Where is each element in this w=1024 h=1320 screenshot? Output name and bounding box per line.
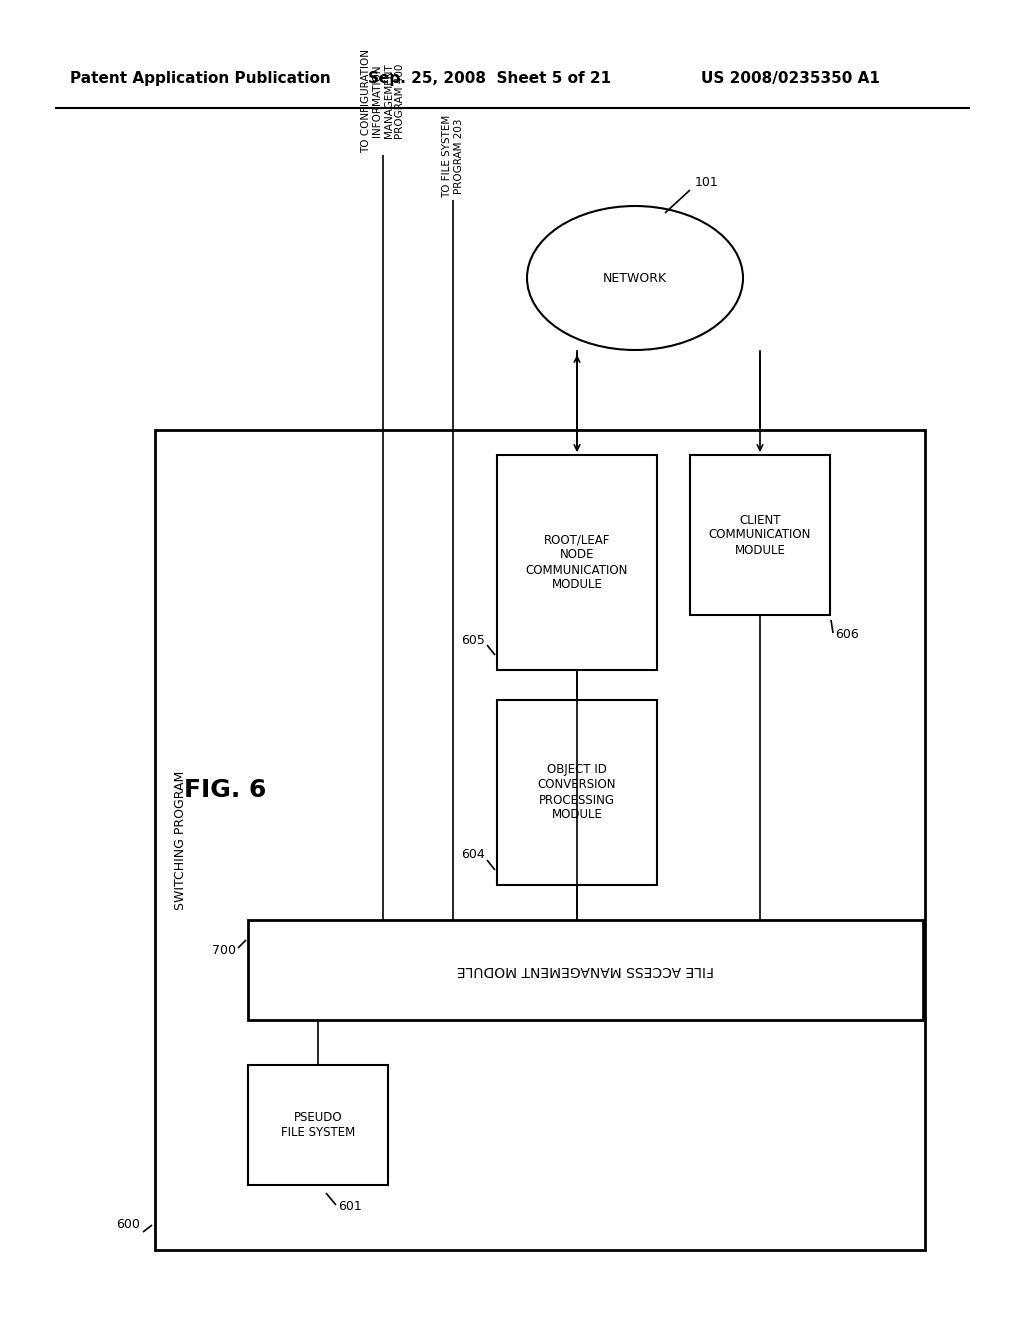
Text: SWITCHING PROGRAM: SWITCHING PROGRAM <box>174 771 187 909</box>
Text: FIG. 6: FIG. 6 <box>184 777 266 803</box>
Text: 601: 601 <box>338 1200 361 1213</box>
Text: NETWORK: NETWORK <box>603 272 667 285</box>
Bar <box>248 1065 388 1185</box>
Text: 605: 605 <box>461 634 485 647</box>
Text: 101: 101 <box>695 177 719 190</box>
Text: Sep. 25, 2008  Sheet 5 of 21: Sep. 25, 2008 Sheet 5 of 21 <box>369 70 611 86</box>
Ellipse shape <box>527 206 743 350</box>
Text: PSEUDO
FILE SYSTEM: PSEUDO FILE SYSTEM <box>281 1111 355 1139</box>
Text: 600: 600 <box>116 1218 140 1232</box>
Text: FILE ACCESS MANAGEMENT MODULE: FILE ACCESS MANAGEMENT MODULE <box>457 964 714 977</box>
Text: TO FILE SYSTEM
PROGRAM 203: TO FILE SYSTEM PROGRAM 203 <box>442 115 464 198</box>
Bar <box>497 455 657 671</box>
Text: 606: 606 <box>835 628 859 642</box>
Text: Patent Application Publication: Patent Application Publication <box>70 70 331 86</box>
Text: OBJECT ID
CONVERSION
PROCESSING
MODULE: OBJECT ID CONVERSION PROCESSING MODULE <box>538 763 616 821</box>
Bar <box>497 700 657 884</box>
Text: ROOT/LEAF
NODE
COMMUNICATION
MODULE: ROOT/LEAF NODE COMMUNICATION MODULE <box>525 533 628 591</box>
Text: US 2008/0235350 A1: US 2008/0235350 A1 <box>700 70 880 86</box>
Bar <box>690 455 830 615</box>
Text: 700: 700 <box>212 944 236 957</box>
Text: TO CONFIGURATION
INFORMATION
MANAGEMENT
PROGRAM 400: TO CONFIGURATION INFORMATION MANAGEMENT … <box>360 49 406 153</box>
Text: 604: 604 <box>461 849 485 862</box>
Bar <box>155 430 925 1250</box>
Bar <box>248 920 923 1020</box>
Text: CLIENT
COMMUNICATION
MODULE: CLIENT COMMUNICATION MODULE <box>709 513 811 557</box>
